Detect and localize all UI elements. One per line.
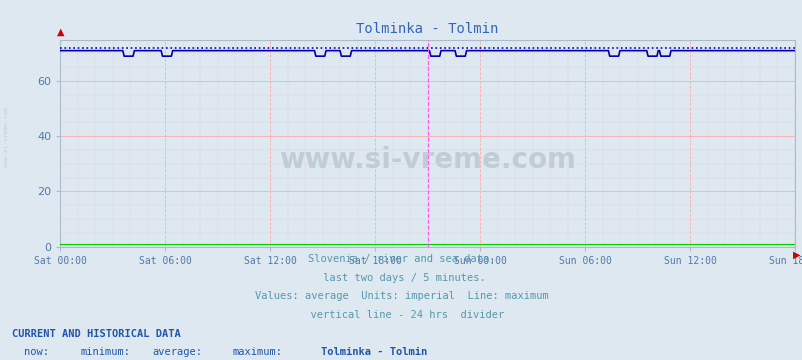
Text: www.si-vreme.com: www.si-vreme.com xyxy=(279,146,575,174)
Text: ▲: ▲ xyxy=(58,27,65,37)
Text: Values: average  Units: imperial  Line: maximum: Values: average Units: imperial Line: ma… xyxy=(254,291,548,301)
Text: Tolminka - Tolmin: Tolminka - Tolmin xyxy=(321,347,427,357)
Text: now:: now: xyxy=(24,347,49,357)
Text: minimum:: minimum: xyxy=(80,347,130,357)
Text: average:: average: xyxy=(152,347,202,357)
Text: last two days / 5 minutes.: last two days / 5 minutes. xyxy=(317,273,485,283)
Text: vertical line - 24 hrs  divider: vertical line - 24 hrs divider xyxy=(298,310,504,320)
Title: Tolminka - Tolmin: Tolminka - Tolmin xyxy=(356,22,498,36)
Text: www.si-vreme.com: www.si-vreme.com xyxy=(4,107,9,167)
Text: maximum:: maximum: xyxy=(233,347,282,357)
Text: CURRENT AND HISTORICAL DATA: CURRENT AND HISTORICAL DATA xyxy=(12,329,180,339)
Text: ▶: ▶ xyxy=(792,249,800,259)
Text: Slovenia / river and sea data.: Slovenia / river and sea data. xyxy=(307,254,495,264)
